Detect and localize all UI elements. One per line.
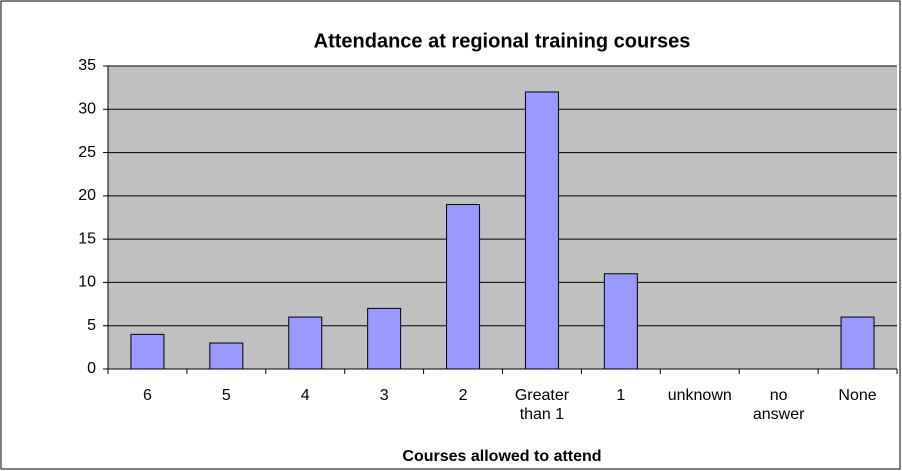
bar [209,342,244,370]
bar [524,91,559,370]
y-tick-label: 5 [87,317,96,334]
x-tick-label: no answer [752,387,805,423]
x-tick-label: Greater than 1 [514,387,570,423]
y-tick-label: 20 [78,187,96,204]
x-tick-label: 2 [458,387,468,404]
bar [446,204,481,370]
chart-title: Attendance at regional training courses [314,30,691,52]
y-tick-label: 10 [78,274,96,291]
bar [288,316,323,370]
bar [367,307,402,370]
bar [840,316,875,370]
bar [603,273,638,370]
plot-area [108,66,897,369]
x-tick-label: 4 [300,387,310,404]
y-tick-label: 0 [87,360,96,377]
y-tick-label: 35 [78,57,96,74]
x-tick-label: 1 [616,387,626,404]
x-tick-label: 3 [379,387,389,404]
x-tick-label: 5 [221,387,231,404]
y-tick-label: 15 [78,230,96,247]
bar [130,333,165,370]
y-tick-label: 30 [78,101,96,118]
x-axis-label: Courses allowed to attend [402,448,601,465]
x-tick-label: None [838,387,877,404]
x-tick-label: unknown [667,387,732,404]
y-tick-label: 25 [78,144,96,161]
x-tick-label: 6 [142,387,152,404]
